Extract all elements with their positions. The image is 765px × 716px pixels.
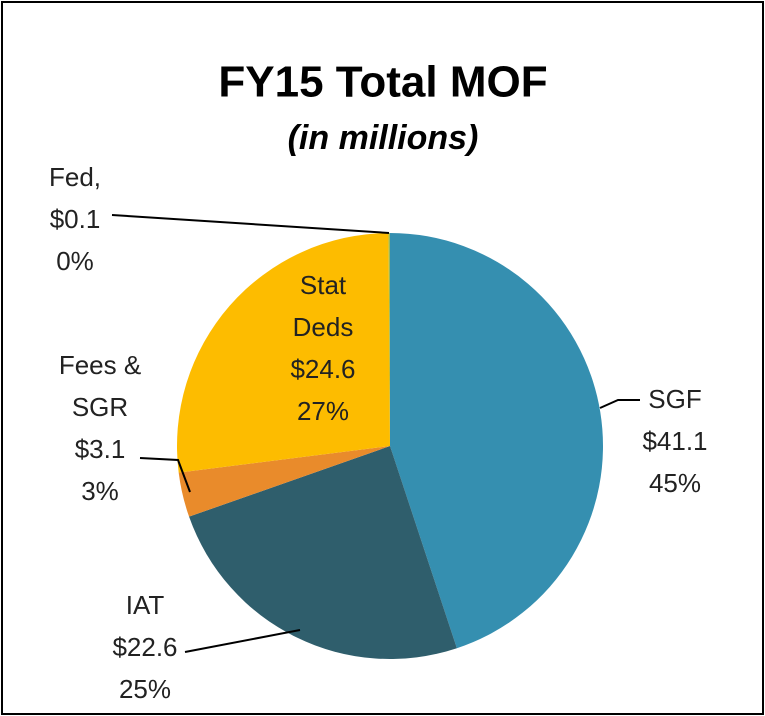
value-label: $41.1 [642, 426, 708, 456]
leader-line [599, 399, 640, 409]
value-label: $24.6 [290, 354, 356, 384]
category-label: Fed, [48, 162, 102, 192]
percent-label: 3% [81, 476, 119, 506]
pie-slice [177, 233, 390, 473]
category-label: Fees & SGR [58, 350, 142, 422]
slice-label: IAT $22.6 25% [100, 584, 190, 710]
leader-line [184, 629, 301, 653]
chart-title: FY15 Total MOF [218, 58, 547, 107]
slice-label: SGF $41.1 45% [630, 378, 720, 504]
leader-line [111, 214, 390, 234]
category-label: SGF [648, 384, 702, 414]
value-label: $3.1 [74, 434, 126, 464]
chart-subtitle: (in millions) [288, 119, 479, 157]
percent-label: 0% [56, 246, 94, 276]
pie-slice [390, 233, 603, 649]
slice-label: Fed, $0.1 0% [30, 156, 120, 282]
pie-slice [189, 446, 457, 659]
value-label: $22.6 [112, 632, 178, 662]
percent-label: 25% [118, 674, 172, 704]
pie-slice [178, 446, 390, 517]
percent-label: 45% [648, 468, 702, 498]
value-label: $0.1 [49, 204, 101, 234]
slice-label: Stat Deds $24.6 27% [278, 264, 368, 432]
slice-label: Fees & SGR $3.1 3% [55, 344, 145, 512]
category-label: Stat Deds [292, 270, 354, 342]
category-label: IAT [125, 590, 165, 620]
leader-line [139, 457, 191, 493]
pie-slice [388, 233, 390, 446]
percent-label: 27% [296, 396, 350, 426]
